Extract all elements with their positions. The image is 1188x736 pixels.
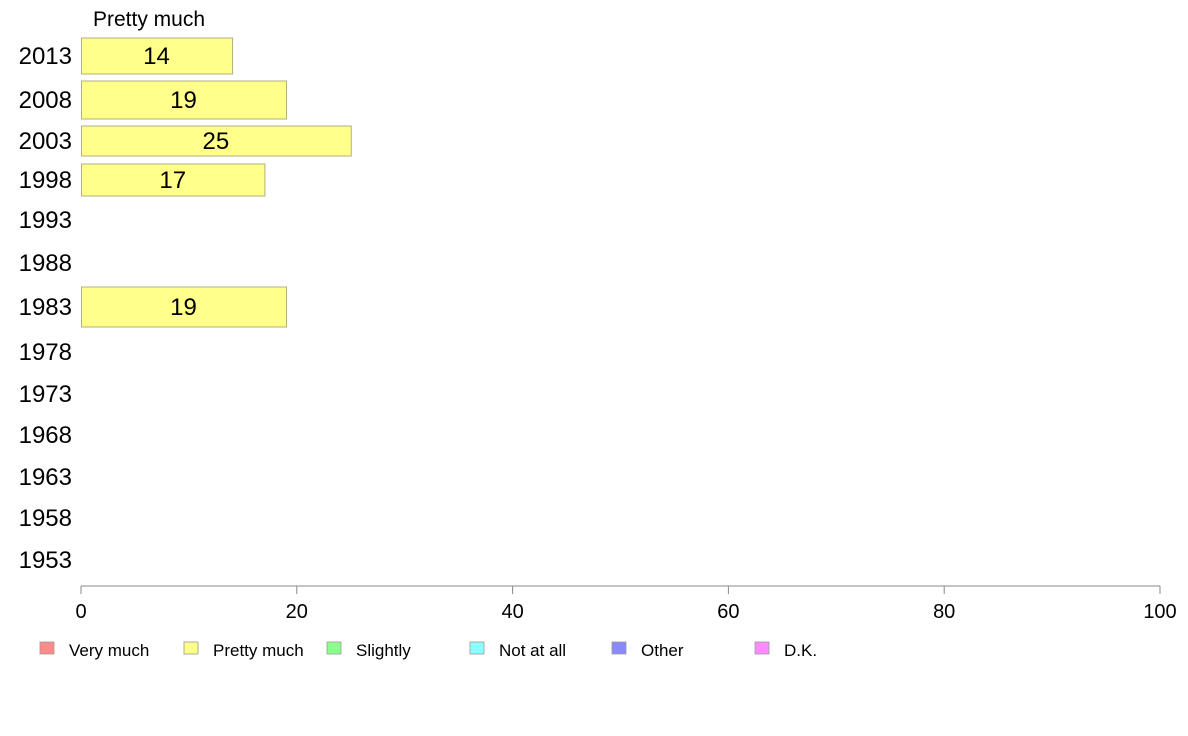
- x-axis: 0 20 40 60 80 100: [75, 585, 1177, 623]
- bar-1998: [81, 163, 266, 197]
- x-tick-label-60: 60: [717, 601, 739, 623]
- x-tick-label-20: 20: [286, 601, 308, 623]
- legend-label-very-much: Very much: [69, 641, 149, 660]
- legend-swatch-slightly: [326, 641, 342, 655]
- legend: Very much Pretty much Slightly Not at all Ot…: [39, 641, 817, 660]
- category-label-1968: 1968: [19, 422, 72, 449]
- data-label-2003: 25: [203, 128, 230, 155]
- category-label-1963: 1963: [19, 464, 72, 491]
- category-label-1958: 1958: [19, 505, 72, 532]
- x-tick-label-80: 80: [933, 601, 955, 623]
- category-label-1983: 1983: [19, 294, 72, 321]
- bar-2013: [81, 37, 234, 75]
- category-label-1998: 1998: [19, 167, 72, 194]
- x-tick-label-100: 100: [1143, 601, 1176, 623]
- bar-1983: [81, 286, 288, 328]
- bars: [81, 37, 352, 328]
- category-label-1993: 1993: [19, 207, 72, 234]
- category-label-2008: 2008: [19, 87, 72, 114]
- x-tick-label-0: 0: [75, 601, 86, 623]
- legend-swatch-not-at-all: [469, 641, 485, 655]
- legend-label-pretty-much: Pretty much: [213, 641, 304, 660]
- legend-swatch-d-k: [754, 641, 770, 655]
- legend-label-d-k: D.K.: [784, 641, 817, 660]
- legend-swatch-pretty-much: [183, 641, 199, 655]
- legend-label-other: Other: [641, 641, 684, 660]
- bar-2008: [81, 80, 288, 120]
- legend-label-slightly: Slightly: [356, 641, 411, 660]
- category-label-1953: 1953: [19, 547, 72, 574]
- legend-swatch-very-much: [39, 641, 55, 655]
- category-label-1978: 1978: [19, 339, 72, 366]
- legend-swatch-other: [611, 641, 627, 655]
- category-label-1988: 1988: [19, 250, 72, 277]
- category-label-2003: 2003: [19, 128, 72, 155]
- data-label-2008: 19: [170, 87, 197, 114]
- category-label-1973: 1973: [19, 381, 72, 408]
- category-label-2013: 2013: [19, 43, 72, 70]
- series-title: Pretty much: [93, 8, 205, 31]
- x-tick-label-40: 40: [501, 601, 523, 623]
- data-label-2013: 14: [143, 43, 170, 70]
- data-label-1998: 17: [159, 167, 186, 194]
- legend-label-not-at-all: Not at all: [499, 641, 566, 660]
- category-labels: 2013 2008 2003 1998 1993 1988 1983 1978 1973 1968…: [19, 43, 72, 574]
- data-label-1983: 19: [170, 294, 197, 321]
- bar-2003: [81, 125, 352, 157]
